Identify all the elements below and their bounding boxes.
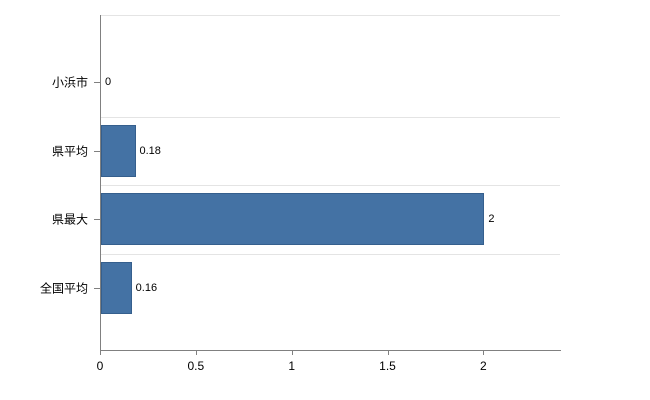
- bar-value-label: 0.18: [139, 144, 161, 157]
- x-tick-label: 0: [96, 359, 104, 373]
- gridline: [100, 185, 560, 186]
- x-axis-tick: [100, 350, 101, 355]
- x-axis-line: [100, 350, 561, 351]
- y-axis-tick: [94, 219, 100, 221]
- bar-value-label: 0: [105, 76, 112, 89]
- x-axis-tick: [483, 350, 485, 355]
- x-tick-label: 2: [479, 359, 487, 373]
- x-axis-tick: [291, 350, 293, 355]
- x-axis-tick: [387, 350, 389, 355]
- bar: [101, 124, 136, 177]
- y-axis-tick: [94, 287, 100, 289]
- category-label: 県最大: [51, 212, 88, 227]
- gridline: [100, 253, 560, 255]
- x-axis-tick: [195, 350, 197, 355]
- y-axis-line: [100, 15, 101, 350]
- x-tick-label: 1: [288, 359, 295, 373]
- bar-value-label: 2: [488, 213, 495, 226]
- y-axis-tick: [94, 150, 100, 152]
- bar-value-label: 0.16: [135, 281, 158, 294]
- plot-top-border: [100, 15, 560, 16]
- category-label: 小浜市: [51, 75, 88, 90]
- x-tick-label: 1.5: [379, 359, 396, 373]
- bar: [101, 193, 485, 246]
- bar: [101, 261, 132, 314]
- y-axis-tick: [94, 82, 100, 84]
- gridline: [100, 116, 560, 118]
- x-tick-label: 0.5: [187, 359, 205, 373]
- category-label: 県平均: [51, 144, 88, 159]
- category-label: 全国平均: [39, 281, 88, 296]
